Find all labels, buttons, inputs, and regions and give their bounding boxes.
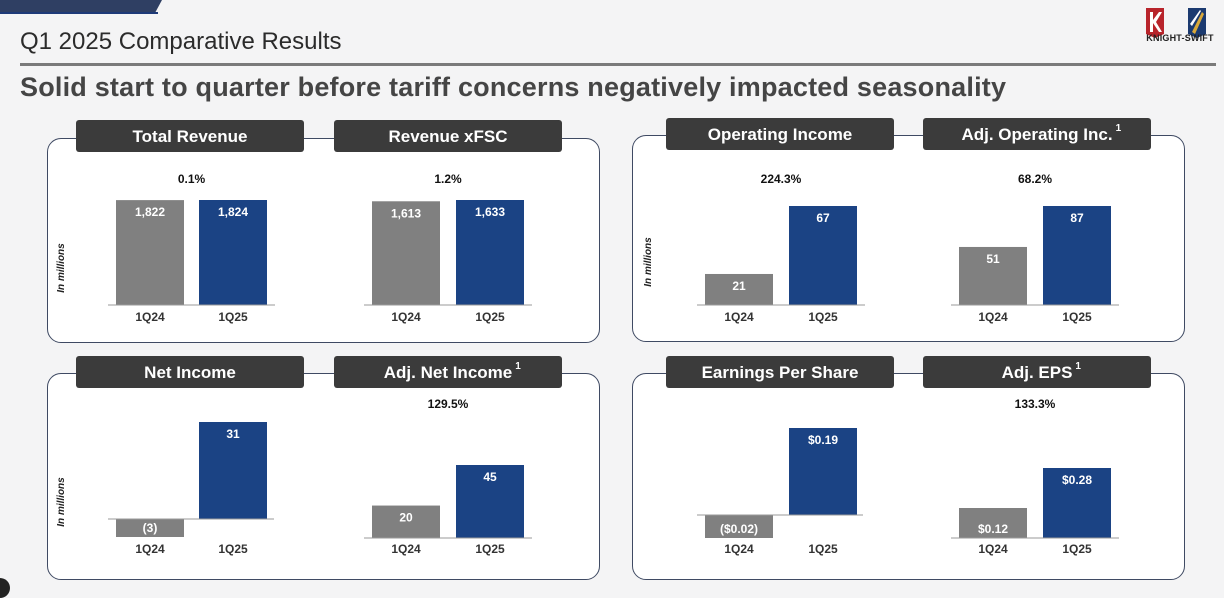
- adj-net-income-category-label-1Q24: 1Q24: [391, 542, 421, 556]
- knight-swift-shield-logo: [1146, 8, 1206, 38]
- revenue-xfsc-change-label: 1.2%: [434, 172, 462, 186]
- eps-bar-1Q25: [789, 428, 857, 515]
- total-revenue-title: Total Revenue: [133, 127, 248, 146]
- top-accent-line: [0, 12, 158, 14]
- adj-operating-income-bar-1Q25: [1043, 206, 1111, 305]
- adj-net-income-value-label-1Q24: 20: [399, 511, 413, 525]
- adj-eps-title-sup: 1: [1075, 361, 1081, 372]
- adj-eps-category-label-1Q24: 1Q24: [978, 542, 1008, 556]
- adj-operating-income-category-label-1Q25: 1Q25: [1062, 310, 1092, 324]
- total-revenue-bar-1Q24: [116, 200, 184, 305]
- adj-eps-change-label: 133.3%: [1015, 397, 1056, 411]
- net-income-title: Net Income: [144, 363, 236, 382]
- corner-mark: [0, 578, 10, 598]
- adj-eps-header-pill: [923, 356, 1151, 388]
- net-income-value-label-1Q25: 31: [226, 427, 240, 441]
- eps-category-label-1Q25: 1Q25: [808, 542, 838, 556]
- revenue-xfsc-value-label-1Q24: 1,613: [391, 206, 421, 220]
- logo-wordmark: KNIGHT-SWIFT: [1146, 33, 1214, 43]
- net-income-bar-1Q25: [199, 422, 267, 519]
- adj-net-income-value-label-1Q25: 45: [483, 470, 497, 484]
- top-accent-bar: [0, 0, 162, 12]
- adj-net-income-title-sup: 1: [515, 361, 521, 372]
- adj-operating-income-bar-1Q24: [959, 246, 1027, 305]
- total-revenue-value-label-1Q24: 1,822: [135, 205, 165, 219]
- operating-income-y-axis-label: In millions: [643, 237, 654, 287]
- adj-operating-income-value-label-1Q25: 87: [1070, 211, 1084, 225]
- eps-category-label-1Q24: 1Q24: [724, 542, 754, 556]
- operating-income-category-label-1Q24: 1Q24: [724, 310, 754, 324]
- total-revenue-bar-1Q25: [199, 200, 267, 305]
- adj-operating-income-title-sup: 1: [1116, 123, 1122, 134]
- revenue-xfsc-header-pill: [334, 120, 562, 152]
- total-revenue-category-label-1Q24: 1Q24: [135, 310, 165, 324]
- adj-net-income-bar-1Q25: [456, 465, 524, 538]
- operating-income-header-pill: [666, 118, 894, 150]
- net-income-header-pill: [76, 356, 304, 388]
- adj-net-income-change-label: 129.5%: [428, 397, 469, 411]
- net-income-value-label-1Q24: (3): [143, 521, 158, 535]
- total-revenue-header-pill: [76, 120, 304, 152]
- eps-value-label-1Q25: $0.19: [808, 433, 838, 447]
- revenue-xfsc-bar-1Q24: [372, 201, 440, 305]
- net-income-category-label-1Q24: 1Q24: [135, 542, 165, 556]
- eps-bar-1Q24: [705, 515, 773, 538]
- total-revenue-value-label-1Q25: 1,824: [218, 205, 248, 219]
- operating-income-value-label-1Q24: 21: [732, 279, 746, 293]
- net-income-category-label-1Q25: 1Q25: [218, 542, 248, 556]
- adj-net-income-bar-1Q24: [372, 505, 440, 538]
- operating-income-change-label: 224.3%: [761, 172, 802, 186]
- eps-title: Earnings Per Share: [702, 363, 859, 382]
- operating-income-category-label-1Q25: 1Q25: [808, 310, 838, 324]
- total-revenue-change-label: 0.1%: [178, 172, 206, 186]
- adj-net-income-category-label-1Q25: 1Q25: [475, 542, 505, 556]
- adj-eps-value-label-1Q24: $0.12: [978, 522, 1008, 536]
- slide-title: Q1 2025 Comparative Results: [20, 28, 342, 55]
- adj-net-income-header-pill: [334, 356, 562, 388]
- title-divider: [20, 63, 1216, 66]
- adj-operating-income-title: Adj. Operating Inc.: [961, 125, 1112, 144]
- revenue-xfsc-title: Revenue xFSC: [388, 127, 507, 146]
- eps-header-pill: [666, 356, 894, 388]
- slide-subtitle: Solid start to quarter before tariff con…: [20, 72, 1007, 102]
- operating-income-title: Operating Income: [708, 125, 853, 144]
- adj-operating-income-category-label-1Q24: 1Q24: [978, 310, 1008, 324]
- operating-income-bar-1Q24: [705, 273, 773, 305]
- adj-operating-income-value-label-1Q24: 51: [986, 252, 1000, 266]
- revenue-xfsc-value-label-1Q25: 1,633: [475, 205, 505, 219]
- adj-eps-title: Adj. EPS: [1002, 363, 1073, 382]
- adj-eps-bar-1Q25: [1043, 468, 1111, 538]
- revenue-xfsc-category-label-1Q25: 1Q25: [475, 310, 505, 324]
- eps-value-label-1Q24: ($0.02): [720, 522, 758, 536]
- total-revenue-category-label-1Q25: 1Q25: [218, 310, 248, 324]
- adj-eps-bar-1Q24: [959, 508, 1027, 538]
- adj-eps-category-label-1Q25: 1Q25: [1062, 542, 1092, 556]
- operating-income-value-label-1Q25: 67: [816, 211, 830, 225]
- net-income-bar-1Q24: [116, 519, 184, 537]
- revenue-xfsc-bar-1Q25: [456, 200, 524, 305]
- adj-net-income-title: Adj. Net Income: [384, 363, 512, 382]
- revenue-xfsc-category-label-1Q24: 1Q24: [391, 310, 421, 324]
- net-income-y-axis-label: In millions: [56, 477, 67, 527]
- adj-operating-income-change-label: 68.2%: [1018, 172, 1052, 186]
- operating-income-bar-1Q25: [789, 206, 857, 305]
- adj-eps-value-label-1Q25: $0.28: [1062, 473, 1092, 487]
- total-revenue-y-axis-label: In millions: [56, 243, 67, 293]
- adj-operating-income-header-pill: [923, 118, 1151, 150]
